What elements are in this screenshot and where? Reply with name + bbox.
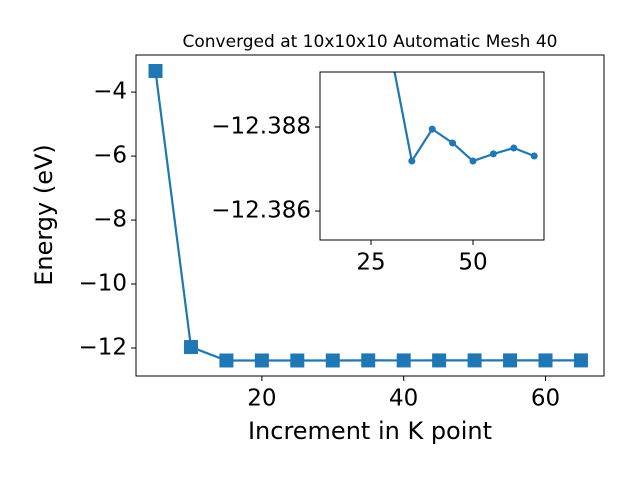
x-tick-label: 60 <box>531 386 560 412</box>
chart-title: Converged at 10x10x10 Automatic Mesh 40 <box>183 32 558 52</box>
x-tick-label: 20 <box>247 386 276 412</box>
y-tick-label: −6 <box>93 143 127 169</box>
plot-area <box>148 63 588 368</box>
marker <box>361 353 376 368</box>
y-tick-label: −8 <box>93 207 127 233</box>
marker <box>428 125 436 133</box>
y-tick-label: −12.386 <box>211 198 311 224</box>
axes-frame <box>135 54 605 377</box>
marker <box>325 353 340 368</box>
marker <box>503 353 518 368</box>
marker <box>530 152 538 160</box>
marker <box>538 353 553 368</box>
plot-area <box>393 72 538 165</box>
x-tick-label: 40 <box>389 386 418 412</box>
y-tick-label: −10 <box>78 271 127 297</box>
y-axis-label: Energy (eV) <box>30 144 58 286</box>
data-line <box>393 72 535 164</box>
axes-frame <box>319 71 545 241</box>
marker <box>219 353 234 368</box>
marker <box>467 353 482 368</box>
x-tick-label: 50 <box>458 250 487 276</box>
marker <box>432 353 447 368</box>
marker <box>148 63 163 78</box>
x-tick-label: 25 <box>356 250 385 276</box>
y-tick-label: −4 <box>93 79 127 105</box>
marker <box>449 139 457 147</box>
marker <box>254 353 269 368</box>
marker <box>396 353 411 368</box>
marker <box>469 157 477 165</box>
y-tick-label: −12.388 <box>211 114 311 140</box>
marker <box>408 157 416 165</box>
marker <box>489 150 497 158</box>
inset-background <box>320 72 544 240</box>
x-axis-label: Increment in K point <box>248 417 492 445</box>
marker <box>510 144 518 152</box>
y-tick-label: −12 <box>78 335 127 361</box>
marker <box>290 353 305 368</box>
marker <box>573 353 588 368</box>
marker <box>183 340 198 355</box>
